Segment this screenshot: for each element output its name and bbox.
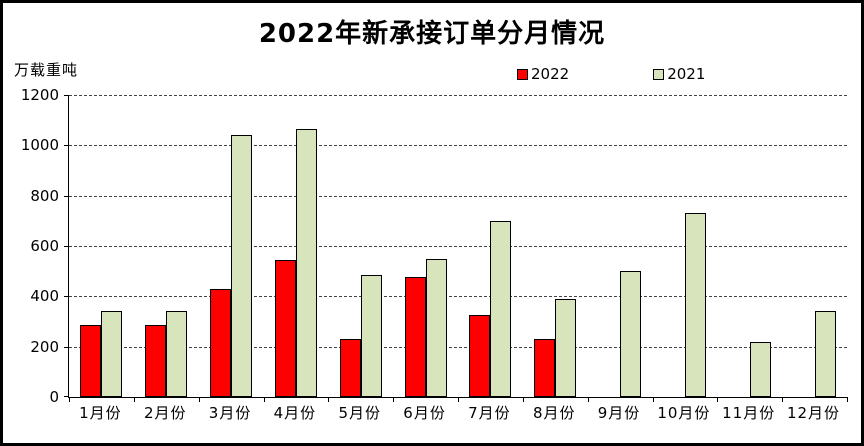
x-axis-tick — [847, 397, 848, 402]
bar-2021-12月份 — [814, 311, 836, 397]
gridline-400 — [69, 296, 847, 297]
category-group-4月份 — [263, 95, 328, 397]
x-axis-label-1月份: 1月份 — [79, 404, 122, 422]
y-axis-tick — [64, 145, 69, 146]
category-group-10月份 — [652, 95, 717, 397]
x-axis-tick — [393, 397, 394, 402]
bar-2021-5月份 — [360, 275, 382, 397]
y-axis-tick-label: 1200 — [20, 86, 59, 104]
y-axis-tick-label: 0 — [49, 388, 59, 406]
x-axis-tick — [328, 397, 329, 402]
y-axis-tick — [64, 396, 69, 397]
x-axis-label-9月份: 9月份 — [597, 404, 641, 422]
legend-swatch-2021 — [653, 68, 665, 80]
x-axis-label-8月份: 8月份 — [532, 404, 576, 422]
category-group-1月份 — [69, 95, 134, 397]
y-axis-tick-label: 800 — [30, 187, 59, 205]
x-axis-tick — [523, 397, 524, 402]
bar-2022-8月份 — [534, 339, 556, 397]
legend-label-2022: 2022 — [531, 65, 570, 83]
x-axis-label-12月份: 12月份 — [786, 404, 841, 422]
bar-2021-7月份 — [490, 221, 512, 397]
category-group-12月份 — [782, 95, 847, 397]
legend: 2022 2021 — [517, 65, 705, 83]
y-axis-tick — [64, 196, 69, 197]
bar-2022-7月份 — [469, 315, 491, 397]
x-axis-label-5月份: 5月份 — [338, 404, 381, 422]
x-axis-label-4月份: 4月份 — [273, 404, 317, 422]
y-axis-tick-label: 1000 — [20, 136, 59, 154]
x-axis-label-6月份: 6月份 — [403, 404, 446, 422]
x-axis-tick — [588, 397, 589, 402]
y-axis-tick — [64, 347, 69, 348]
gridline-1000 — [69, 145, 847, 146]
category-group-5月份 — [328, 95, 393, 397]
bar-2021-4月份 — [295, 129, 317, 397]
x-axis-tick — [653, 397, 654, 402]
bar-2021-1月份 — [101, 311, 123, 397]
bar-2022-2月份 — [145, 325, 167, 397]
y-axis-tick-label: 400 — [30, 287, 59, 305]
x-axis-labels: 1月份 2月份 3月份 4月份 5月份 6月份 7月份 8月份 9月份 10月份 11月份 12月份 — [68, 402, 846, 423]
x-axis-tick — [717, 397, 718, 402]
bar-2022-5月份 — [339, 339, 361, 397]
y-axis-labels: 0 200 400 600 800 1000 1200 — [3, 86, 59, 406]
bar-2022-6月份 — [404, 277, 426, 397]
x-axis-label-3月份: 3月份 — [208, 404, 252, 422]
chart-title: 2022年新承接订单分月情况 — [258, 19, 606, 49]
legend-label-2021: 2021 — [667, 65, 706, 83]
x-axis-label-11月份: 11月份 — [722, 404, 776, 422]
x-axis-tick — [782, 397, 783, 402]
legend-item-2021: 2021 — [653, 65, 705, 83]
x-axis-tick — [264, 397, 265, 402]
category-group-8月份 — [523, 95, 588, 397]
y-axis-tick — [64, 246, 69, 247]
bar-2021-8月份 — [555, 299, 577, 397]
plot-area — [64, 95, 848, 402]
y-axis-tick-label: 200 — [30, 338, 59, 356]
x-axis-tick — [134, 397, 135, 402]
bar-2021-9月份 — [620, 271, 642, 397]
category-group-7月份 — [458, 95, 523, 397]
bar-2021-11月份 — [749, 342, 771, 397]
x-axis-label-2月份: 2月份 — [143, 404, 187, 422]
x-axis-tick — [458, 397, 459, 402]
x-axis-label-10月份: 10月份 — [657, 404, 711, 422]
gridline-200 — [69, 347, 847, 348]
y-axis-unit-label: 万载重吨 — [14, 61, 79, 79]
bar-2021-10月份 — [684, 213, 706, 397]
bar-2021-6月份 — [425, 259, 447, 397]
bar-2021-2月份 — [166, 311, 188, 397]
category-group-6月份 — [393, 95, 458, 397]
category-group-11月份 — [717, 95, 782, 397]
gridline-600 — [69, 246, 847, 247]
y-axis-tick — [64, 95, 69, 96]
bar-2022-4月份 — [274, 260, 296, 397]
gridline-1200 — [69, 95, 847, 96]
category-group-3月份 — [199, 95, 264, 397]
legend-swatch-2022 — [517, 68, 528, 80]
category-group-9月份 — [588, 95, 653, 397]
x-axis-label-7月份: 7月份 — [468, 404, 511, 422]
bar-2021-3月份 — [231, 135, 253, 397]
y-axis-tick-label: 600 — [30, 237, 59, 255]
category-group-2月份 — [134, 95, 199, 397]
x-axis-tick — [69, 397, 70, 402]
y-axis-tick — [64, 296, 69, 297]
bars-container — [69, 95, 847, 397]
bar-2022-1月份 — [80, 325, 102, 397]
bar-2022-3月份 — [210, 289, 232, 397]
legend-item-2022: 2022 — [517, 65, 569, 83]
gridline-800 — [69, 196, 847, 197]
x-axis-tick — [199, 397, 200, 402]
